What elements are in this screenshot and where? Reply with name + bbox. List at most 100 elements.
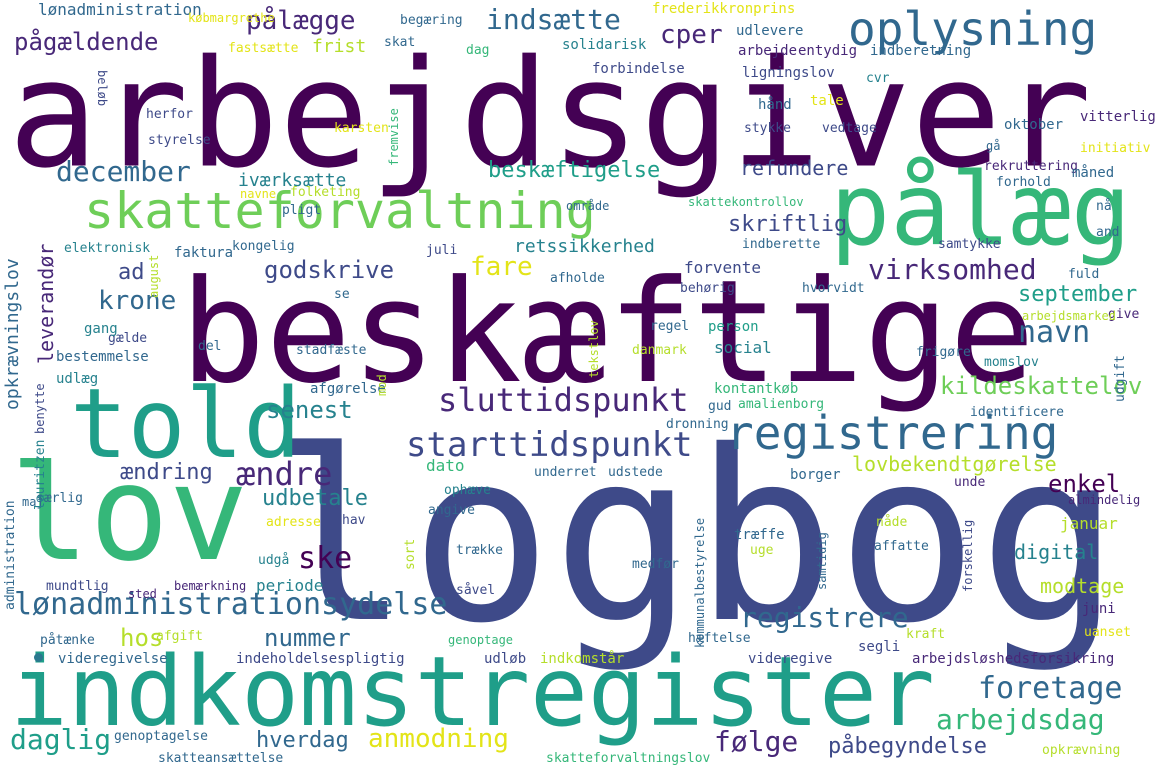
word-affatte: affatte <box>874 539 929 554</box>
word-gang: gang <box>84 321 118 337</box>
word-retssikkerhed: retssikkerhed <box>514 236 655 257</box>
word-lauritzen: lauritzen <box>33 439 48 510</box>
word-gud: gud <box>708 399 732 414</box>
word-forskellig: forskellig <box>961 519 975 592</box>
word-videregivelse: videregivelse <box>58 651 168 667</box>
word-september: september <box>1018 282 1138 307</box>
word-oplysning: oplysning <box>848 2 1098 56</box>
word-ophaeve: ophæve <box>444 483 491 498</box>
word-dag: dag <box>466 43 490 58</box>
word-cper: cper <box>660 20 723 50</box>
word-arbejdsdag: arbejdsdag <box>936 703 1105 736</box>
word-medfor: medfør <box>632 557 679 572</box>
dot-marker <box>34 653 43 662</box>
word-lonadministrationsydelse: lønadministrationsydelse <box>14 587 448 622</box>
word-indkomstaar: indkomstår <box>540 651 625 667</box>
word-refundere: refundere <box>740 156 849 180</box>
word-navn: navn <box>1018 315 1091 350</box>
word-udlevere: udlevere <box>736 23 804 39</box>
word-belob: beløb <box>95 70 109 107</box>
word-enkel: enkel <box>1048 470 1121 498</box>
word-forvente: forvente <box>684 258 762 277</box>
word-stadfaeste: stadfæste <box>296 343 367 358</box>
word-adresse: adresse <box>266 515 321 530</box>
word-juli: juli <box>426 243 458 258</box>
word-cvr: cvr <box>866 71 890 86</box>
word-saavel: såvel <box>456 583 496 598</box>
word-solidarisk: solidarisk <box>562 37 647 53</box>
word-fremvise: fremvise <box>387 108 401 166</box>
word-afgift: afgift <box>156 629 203 644</box>
word-stykke: stykke <box>744 121 791 136</box>
word-genoptagelse: genoptagelse <box>114 729 208 744</box>
word-uge: uge <box>750 543 774 558</box>
word-opkraevningslov: opkrævningslov <box>2 258 23 410</box>
word-indsaette: indsætte <box>486 3 621 36</box>
word-traeffe: træffe <box>734 527 785 543</box>
word-krone: krone <box>98 286 177 316</box>
word-forhold: forhold <box>996 175 1051 190</box>
word-frist: frist <box>312 36 367 57</box>
word-paabegyndelse: påbegyndelse <box>828 734 987 759</box>
word-maj: maj <box>22 495 44 509</box>
word-folge: følge <box>714 725 799 758</box>
word-momslov: momslov <box>984 355 1039 370</box>
word-ivaerksaette: iværksætte <box>238 170 347 191</box>
word-registrere: registrere <box>740 601 909 634</box>
word-beskaeftige: beskæftige <box>180 250 1035 415</box>
word-arbejdslohedsforsikring: arbejdsløshedsforsikring <box>912 651 1115 667</box>
word-almindelig: almindelig <box>1068 493 1141 507</box>
word-sort: sort <box>403 538 418 570</box>
word-arbejde: arbejde <box>738 43 798 59</box>
word-vedtage: vedtage <box>822 121 877 136</box>
word-skattekontrollov: skattekontrollov <box>688 195 804 209</box>
word-beskaeftigelse: beskæftigelse <box>488 158 661 183</box>
word-aendring: ændring <box>120 460 213 485</box>
word-saerlig: særlig <box>36 491 83 506</box>
word-forbindelse: forbindelse <box>592 61 685 77</box>
word-lonadministration: lønadministration <box>38 0 202 19</box>
word-unde: unde <box>954 475 986 490</box>
word-nummer: nummer <box>264 624 351 652</box>
word-udlob: udløb <box>484 651 527 667</box>
word-naa: nå <box>1096 199 1112 214</box>
word-benytte: benytte <box>33 383 47 434</box>
word-begaering: begæring <box>400 13 463 28</box>
word-herfor: herfor <box>146 107 193 122</box>
word-lovbekendtgorelse: lovbekendtgørelse <box>852 452 1057 476</box>
word-amalienborg: amalienborg <box>738 397 825 412</box>
word-regel: regel <box>650 319 690 334</box>
word-segli: segli <box>858 639 901 655</box>
word-januar: januar <box>1060 514 1118 533</box>
word-leverandor: leverandør <box>34 243 58 364</box>
word-paagaeldende: pågældende <box>14 28 159 56</box>
word-genoptage: genoptage <box>448 633 514 647</box>
word-bestemmelse: bestemmelse <box>56 349 149 365</box>
word-registrering: registrering <box>726 406 1059 460</box>
word-frederikkronprins: frederikkronprins <box>652 1 796 17</box>
word-skatteforvaltningslov: skatteforvaltningslov <box>546 751 711 766</box>
word-oktober: oktober <box>1004 117 1064 133</box>
word-modtage: modtage <box>1040 574 1125 598</box>
word-karsten: karsten <box>334 121 389 136</box>
word-senest: senest <box>266 396 353 424</box>
word-godskrive: godskrive <box>264 256 395 284</box>
word-uanset: uanset <box>1084 625 1131 640</box>
word-told: told <box>70 368 302 480</box>
word-paalaegge: pålægge <box>246 6 356 36</box>
word-maaned: måned <box>1072 165 1115 181</box>
word-person: person <box>708 319 759 335</box>
word-and: and <box>1096 225 1120 240</box>
word-arbejdsmarked: arbejdsmarked <box>1022 309 1116 323</box>
word-kraft: kraft <box>906 627 946 642</box>
word-logbog: logbog <box>268 400 1121 675</box>
word-december: december <box>56 155 191 188</box>
word-gaa: gå <box>986 139 1001 153</box>
word-gaelde: gælde <box>108 331 148 346</box>
word-tale: tale <box>810 93 844 109</box>
word-paataenke: påtænke <box>40 633 95 648</box>
word-entydig: entydig <box>798 43 858 59</box>
word-kommunalbestyrelse: kommunalbestyrelse <box>693 517 707 648</box>
word-arbejdsgiver: arbejdsgiver <box>8 28 1092 202</box>
